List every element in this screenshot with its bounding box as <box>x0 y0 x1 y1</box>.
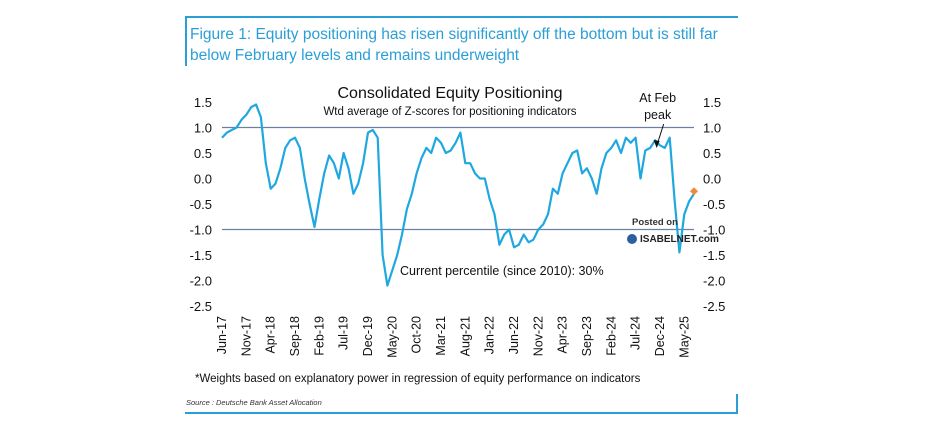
y-tick-label-right: 1.0 <box>703 121 721 136</box>
x-tick-label: May-20 <box>385 316 399 358</box>
annotation-feb-peak-line2: peak <box>644 108 672 122</box>
annotation-feb-peak-line1: At Feb <box>639 91 676 105</box>
y-tick-label-left: -1.5 <box>190 248 212 263</box>
right-rule <box>736 394 738 414</box>
x-tick-label: May-25 <box>677 316 691 358</box>
watermark-line2: ISABELNET.com <box>640 234 719 245</box>
y-tick-label-right: -1.5 <box>703 248 725 263</box>
x-tick-label: Mar-21 <box>434 316 448 356</box>
x-tick-label: Dec-24 <box>653 316 667 356</box>
footnote: *Weights based on explanatory power in r… <box>195 373 641 385</box>
bottom-rule <box>185 412 738 414</box>
y-tick-label-right: 0.0 <box>703 172 721 187</box>
y-tick-label-right: -2.5 <box>703 299 725 314</box>
y-tick-label-right: 0.5 <box>703 146 721 161</box>
x-tick-label: Jan-22 <box>483 316 497 354</box>
figure-title: Figure 1: Equity positioning has risen s… <box>190 26 718 64</box>
x-tick-label: Sep-18 <box>288 316 302 356</box>
y-tick-label-left: 0.5 <box>194 146 212 161</box>
x-tick-label: Jun-22 <box>507 316 521 354</box>
y-tick-label-left: -2.5 <box>190 299 212 314</box>
y-tick-label-right: -0.5 <box>703 197 725 212</box>
y-tick-label-left: 1.5 <box>194 95 212 110</box>
y-tick-label-right: 1.5 <box>703 95 721 110</box>
left-rule <box>185 16 187 66</box>
watermark-line1: Posted on <box>632 217 678 228</box>
x-tick-label: Apr-18 <box>264 316 278 354</box>
x-tick-label: Jul-19 <box>337 316 351 350</box>
chart-title: Consolidated Equity Positioning <box>337 85 562 102</box>
watermark-globe-icon <box>627 234 637 244</box>
y-tick-label-left: 1.0 <box>194 121 212 136</box>
x-tick-label: Sep-23 <box>580 316 594 356</box>
x-tick-label: Feb-24 <box>604 316 618 356</box>
x-tick-label: Jul-24 <box>629 316 643 350</box>
series-line <box>221 103 695 287</box>
x-tick-label: Feb-19 <box>312 316 326 356</box>
x-tick-label: Nov-22 <box>531 316 545 356</box>
x-tick-label: Jun-17 <box>215 316 229 354</box>
x-tick-label: Apr-23 <box>556 316 570 354</box>
latest-point-marker <box>690 187 698 196</box>
top-rule <box>185 16 738 18</box>
x-tick-label: Dec-19 <box>361 316 375 356</box>
y-tick-label-left: -2.0 <box>190 274 212 289</box>
annotation-current-percentile: Current percentile (since 2010): 30% <box>400 264 604 278</box>
y-tick-label-right: -1.0 <box>703 223 725 238</box>
y-tick-label-left: 0.0 <box>194 172 212 187</box>
y-tick-label-left: -1.0 <box>190 223 212 238</box>
x-tick-label: Nov-17 <box>239 316 253 356</box>
x-tick-label: Aug-21 <box>458 316 472 356</box>
annotation-arrow-head <box>653 140 660 148</box>
y-tick-label-left: -0.5 <box>190 197 212 212</box>
chart-subtitle: Wtd average of Z-scores for positioning … <box>323 106 576 118</box>
x-tick-label: Oct-20 <box>410 316 424 354</box>
source-note: Source : Deutsche Bank Asset Allocation <box>186 398 322 407</box>
y-tick-label-right: -2.0 <box>703 274 725 289</box>
